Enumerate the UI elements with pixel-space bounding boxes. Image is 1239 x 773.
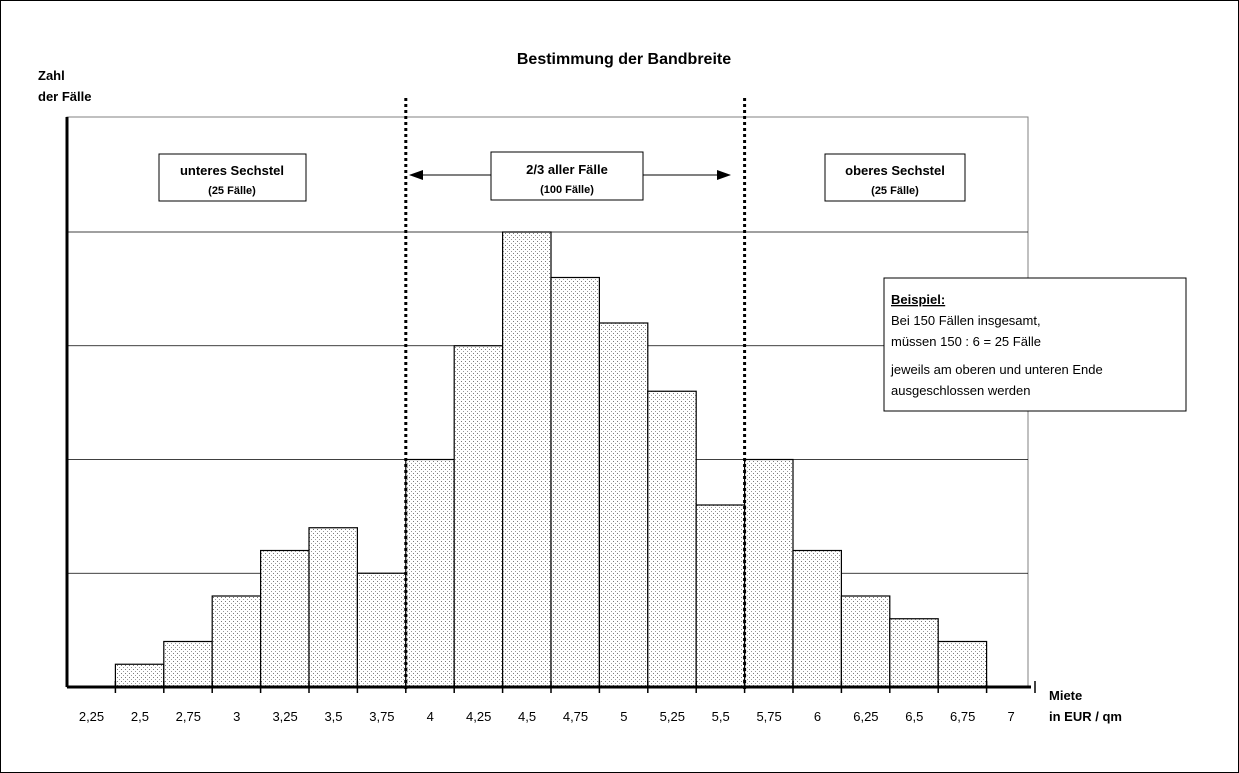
histogram-bars — [114, 231, 988, 688]
histogram-bar-4 — [260, 549, 310, 688]
x-tick-label: 2,5 — [131, 709, 149, 724]
histogram-bar-18 — [937, 640, 988, 688]
cutoff-lines — [404, 98, 747, 692]
x-tick-label: 6,25 — [853, 709, 878, 724]
middle-two-thirds-box: 2/3 aller Fälle (100 Fälle) — [409, 151, 731, 201]
x-axis-label-line1: Miete — [1049, 688, 1082, 703]
histogram-bar-2 — [163, 640, 213, 688]
example-heading: Beispiel: — [891, 292, 945, 307]
x-tick-label: 6 — [814, 709, 821, 724]
x-axis-ticks — [114, 681, 1036, 693]
x-axis-tick-labels: 2,25 2,5 2,75 3 3,25 3,5 3,75 4 4,25 4,5 4,75 5 5,25… — [79, 709, 1015, 724]
histogram-bar-11 — [598, 322, 649, 688]
x-tick-label: 5,75 — [756, 709, 781, 724]
histogram-bar-14 — [743, 458, 794, 688]
x-tick-label: 3,25 — [272, 709, 297, 724]
histogram-bar-15 — [792, 549, 843, 688]
example-line-1: Bei 150 Fällen insgesamt, — [891, 313, 1041, 328]
x-tick-label: 5,5 — [712, 709, 730, 724]
histogram-bar-5 — [308, 527, 359, 688]
y-axis-label-line2: der Fälle — [38, 89, 91, 104]
upper-sixth-title: oberes Sechstel — [845, 163, 945, 178]
example-box: Beispiel: Bei 150 Fällen insgesamt, müss… — [883, 277, 1187, 412]
x-tick-label: 4,75 — [563, 709, 588, 724]
arrow-right-head — [717, 170, 731, 180]
x-tick-label: 6,5 — [905, 709, 923, 724]
x-tick-label: 6,75 — [950, 709, 975, 724]
chart-title: Bestimmung der Bandbreite — [517, 51, 731, 68]
histogram-bar-7 — [405, 458, 455, 688]
example-line-2: müssen 150 : 6 = 25 Fälle — [891, 334, 1041, 349]
lower-sixth-box: unteres Sechstel (25 Fälle) — [158, 153, 307, 202]
middle-count: (100 Fälle) — [540, 184, 594, 196]
x-tick-label: 5 — [620, 709, 627, 724]
example-line-3: jeweils am oberen und unteren Ende — [890, 362, 1103, 377]
lower-sixth-count: (25 Fälle) — [208, 185, 256, 197]
histogram-bar-17 — [889, 618, 939, 688]
upper-sixth-count: (25 Fälle) — [871, 185, 919, 197]
histogram-bar-16 — [840, 595, 891, 688]
histogram-bar-12 — [647, 390, 697, 688]
x-tick-label: 4 — [427, 709, 434, 724]
arrow-left-head — [409, 170, 423, 180]
x-tick-label: 7 — [1007, 709, 1014, 724]
x-axis-label-line2: in EUR / qm — [1049, 709, 1122, 724]
middle-title: 2/3 aller Fälle — [526, 162, 608, 177]
histogram-bar-6 — [356, 572, 407, 688]
upper-sixth-box: oberes Sechstel (25 Fälle) — [824, 153, 966, 202]
x-tick-label: 5,25 — [660, 709, 685, 724]
y-axis-label-line1: Zahl — [38, 68, 65, 83]
histogram-bar-8 — [453, 345, 504, 688]
x-tick-label: 3 — [233, 709, 240, 724]
x-tick-label: 3,5 — [324, 709, 342, 724]
histogram-bar-1 — [114, 663, 165, 688]
histogram-bar-13 — [695, 504, 746, 688]
x-tick-label: 4,25 — [466, 709, 491, 724]
example-line-4: ausgeschlossen werden — [891, 383, 1030, 398]
histogram-bar-10 — [550, 276, 601, 688]
x-tick-label: 2,75 — [176, 709, 201, 724]
x-tick-label: 2,25 — [79, 709, 104, 724]
x-tick-label: 4,5 — [518, 709, 536, 724]
lower-sixth-title: unteres Sechstel — [180, 163, 284, 178]
x-tick-label: 3,75 — [369, 709, 394, 724]
histogram-bar-3 — [211, 595, 262, 688]
histogram-bar-9 — [502, 231, 552, 688]
